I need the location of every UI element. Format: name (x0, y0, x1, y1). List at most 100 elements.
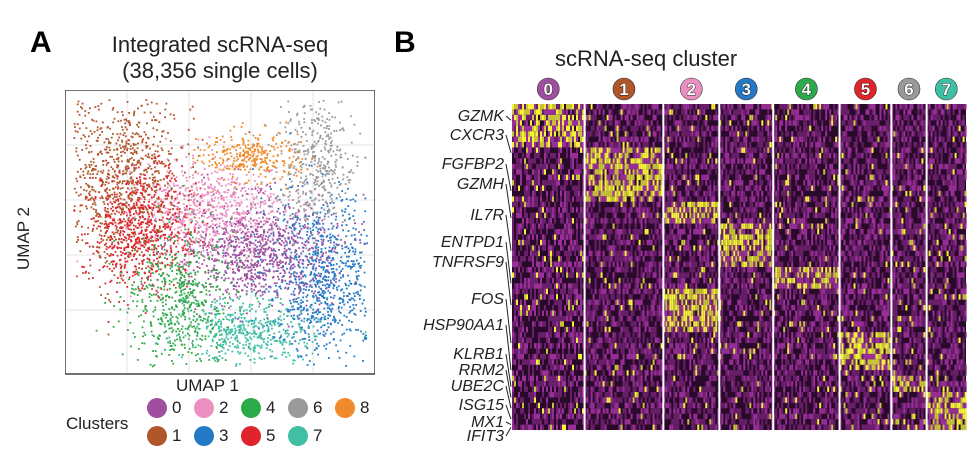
heatmap-title: scRNA-seq cluster (555, 46, 738, 71)
legend-title: Clusters (66, 414, 129, 433)
heatmap-row (512, 250, 967, 257)
legend-swatch (194, 426, 214, 446)
gene-label-ifit3: IFIT3 (467, 427, 512, 445)
heatmap-row (524, 190, 967, 197)
gene-label-fgfbp2: FGFBP2 (442, 156, 512, 192)
gene-label-ube2c: UBE2C (451, 378, 512, 409)
heatmap-row (512, 272, 965, 278)
umap-cluster-4-points (95, 185, 259, 368)
umap-cluster-6-points (252, 99, 367, 250)
umap-xlabel: UMAP 1 (176, 376, 239, 395)
heatmap-row (512, 386, 967, 392)
heatmap-row (514, 299, 967, 306)
gene-label-gzmh: GZMH (457, 176, 512, 219)
heatmap-row (512, 196, 967, 202)
legend-item-cluster-4: 4 (241, 398, 275, 418)
heatmap-row (512, 223, 967, 229)
panel-b-letter: B (394, 26, 416, 59)
umap-title-line1: Integrated scRNA-seq (111, 32, 329, 57)
umap-cluster-8-points (192, 121, 319, 196)
heatmap-row (512, 234, 965, 240)
gene-label-isg15: ISG15 (459, 397, 512, 420)
heatmap-row (512, 332, 967, 338)
heatmap-row (512, 343, 965, 349)
heatmap-row (512, 180, 965, 186)
heatmap-separators (583, 104, 928, 430)
legend-label: 1 (172, 426, 182, 445)
heatmap-row (520, 277, 965, 284)
legend-swatch (288, 426, 308, 446)
legend-label: 2 (219, 398, 229, 417)
heatmap-row (512, 294, 967, 300)
legend-item-cluster-7: 7 (288, 426, 322, 446)
heatmap-row (512, 212, 967, 219)
legend-swatch (147, 426, 167, 446)
heatmap-row (512, 229, 957, 235)
heatmap-row (512, 174, 967, 181)
heatmap-row (512, 245, 967, 251)
heatmap-row (512, 104, 967, 110)
heatmap-row (512, 114, 965, 121)
legend-swatch (147, 398, 167, 418)
panel-a-letter: A (30, 26, 52, 59)
legend-swatch (241, 426, 261, 446)
legend-swatch (335, 398, 355, 418)
legend-item-cluster-0: 0 (147, 398, 181, 418)
heatmap-row (512, 218, 967, 224)
legend-label: 5 (266, 426, 276, 445)
heatmap-row (512, 207, 965, 213)
heatmap-row (512, 375, 965, 382)
gene-label-il7r: IL7R (470, 207, 512, 251)
legend-item-cluster-2: 2 (194, 398, 228, 418)
heatmap-row (512, 201, 967, 208)
legend-swatch (241, 398, 261, 418)
heatmap-row (514, 267, 965, 273)
umap-scatter-plot (65, 90, 375, 375)
umap-cluster-2-points (76, 136, 333, 298)
heatmap-row (514, 305, 967, 311)
legend-item-cluster-5: 5 (241, 426, 275, 446)
heatmap-row (512, 131, 967, 137)
heatmap-row (512, 147, 967, 153)
heatmap-row (512, 142, 967, 148)
legend-swatch (288, 398, 308, 418)
gene-label-klrb1: KLRB1 (453, 346, 512, 387)
gene-label-entpd1: ENTPD1 (441, 234, 512, 284)
heatmap-row (512, 402, 967, 409)
legend-label: 7 (313, 426, 323, 445)
legend-swatch (194, 398, 214, 418)
umap-points (73, 99, 368, 368)
legend-label: 4 (266, 398, 276, 417)
umap-cluster-7-points (151, 290, 367, 367)
gene-label-gzmk: GZMK (458, 108, 512, 125)
umap-ylabel: UMAP 2 (14, 207, 33, 270)
heatmap-row (516, 158, 967, 164)
heatmap-row (512, 169, 967, 175)
heatmap-row (512, 120, 965, 126)
cluster-badge-7: 7 (935, 77, 958, 101)
heatmap-row (512, 109, 961, 115)
gene-labels: GZMK CXCR3FGFBP2GZMHIL7RENTPD1TNFRSF9FOSH… (423, 108, 512, 445)
legend-item-cluster-1: 1 (147, 426, 181, 446)
cluster-badge-4: 4 (795, 77, 818, 101)
gene-label-fos: FOS (471, 291, 512, 344)
legend-label: 3 (219, 426, 229, 445)
gene-label-tnfrsf9: TNFRSF9 (432, 254, 512, 306)
legend-item-cluster-6: 6 (288, 398, 322, 418)
heatmap-row (512, 326, 965, 333)
heatmap-row (512, 136, 965, 143)
legend-item-cluster-3: 3 (194, 426, 228, 446)
gene-label-rrm2: RRM2 (459, 362, 512, 398)
heatmap-row (512, 261, 967, 268)
heatmap-cells (512, 104, 967, 431)
heatmap-row (512, 381, 967, 387)
cluster-badge-0: 0 (536, 77, 560, 101)
heatmap-row (512, 163, 965, 170)
heatmap-row (512, 413, 967, 420)
legend-label: 0 (172, 398, 182, 417)
cluster-badge-2: 2 (680, 77, 703, 101)
heatmap-row (514, 283, 967, 289)
heatmap-row (512, 370, 967, 376)
